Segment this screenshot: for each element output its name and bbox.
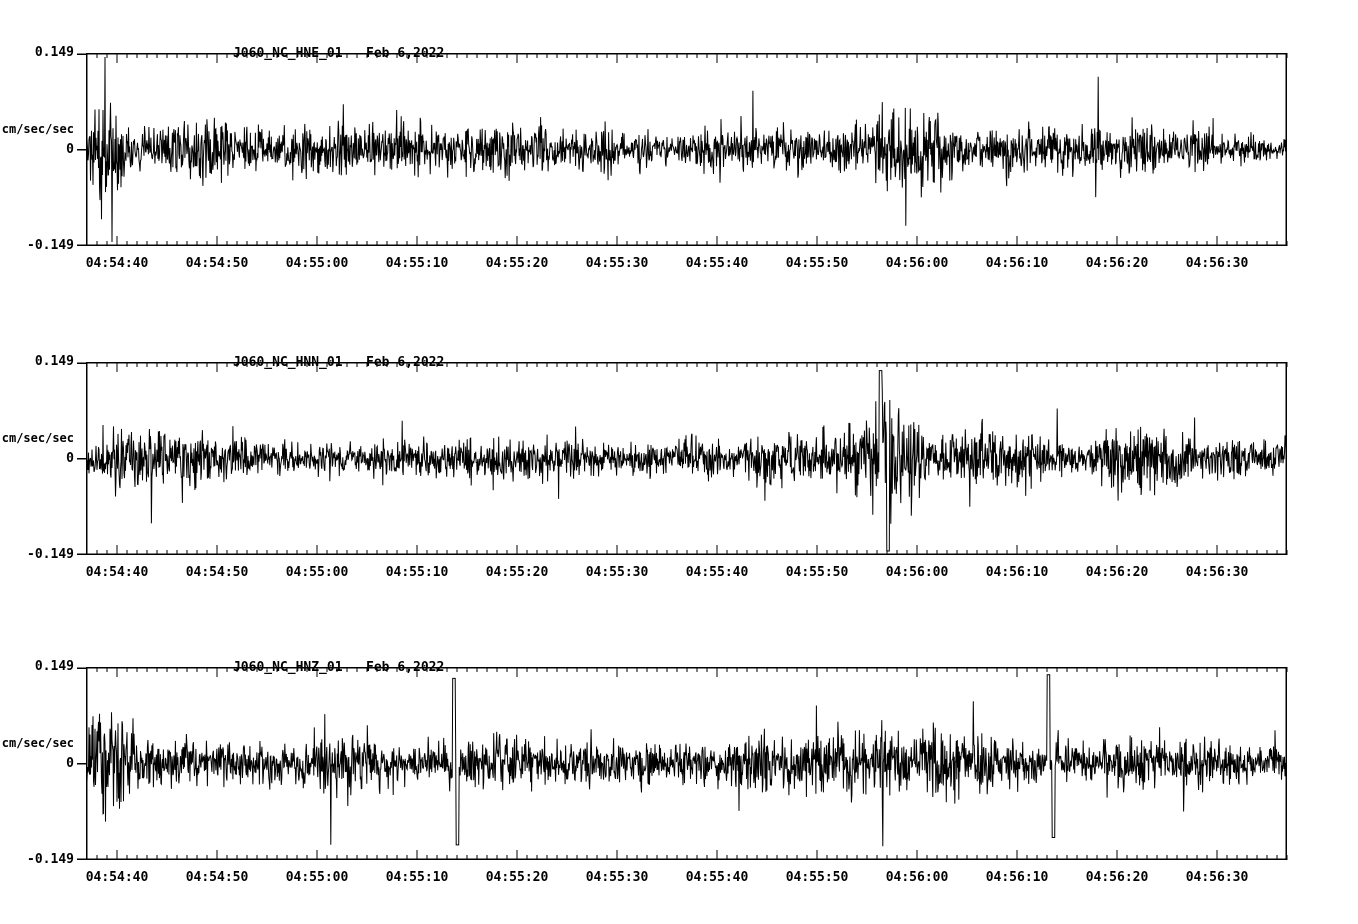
- x-axis-tick-label: 04:56:10: [985, 565, 1049, 580]
- x-axis-tick-label: 04:55:10: [385, 870, 449, 885]
- y-axis-zero-label-hne: 0: [66, 141, 74, 157]
- waveform-plot-hnz: [77, 667, 1288, 861]
- y-axis-zero-label-hnz: 0: [66, 755, 74, 771]
- y-axis-min-label-hne: -0.149: [27, 238, 74, 253]
- x-axis-tick-label: 04:56:20: [1085, 256, 1149, 271]
- x-axis-tick-label: 04:55:10: [385, 256, 449, 271]
- x-axis-tick-label: 04:56:30: [1185, 565, 1249, 580]
- x-axis-tick-label: 04:55:30: [585, 870, 649, 885]
- x-axis-tick-label: 04:56:30: [1185, 870, 1249, 885]
- x-axis-tick-label: 04:56:20: [1085, 870, 1149, 885]
- waveform-trace: [86, 370, 1287, 552]
- x-axis-tick-label: 04:55:20: [485, 870, 549, 885]
- waveform-plot-hne: [77, 53, 1288, 247]
- x-axis-tick-label: 04:54:40: [85, 565, 149, 580]
- x-axis-tick-label: 04:55:30: [585, 565, 649, 580]
- x-axis-tick-label: 04:55:10: [385, 565, 449, 580]
- waveform-plot-hnn: [77, 362, 1288, 556]
- x-axis-tick-label: 04:56:20: [1085, 565, 1149, 580]
- x-axis-tick-label: 04:56:10: [985, 870, 1049, 885]
- x-axis-tick-label: 04:56:00: [885, 256, 949, 271]
- y-axis-max-label-hnn: 0.149: [34, 354, 74, 369]
- x-axis-tick-label: 04:54:50: [185, 256, 249, 271]
- y-axis-unit-label-hnn: cm/sec/sec: [1, 430, 74, 445]
- x-axis-tick-label: 04:55:40: [685, 565, 749, 580]
- x-axis-tick-label: 04:55:40: [685, 256, 749, 271]
- y-axis-min-label-hnn: -0.149: [27, 547, 74, 562]
- x-axis-tick-label: 04:56:10: [985, 256, 1049, 271]
- x-axis-tick-label: 04:54:40: [85, 256, 149, 271]
- x-axis-tick-label: 04:56:00: [885, 565, 949, 580]
- x-axis-tick-label: 04:55:50: [785, 870, 849, 885]
- x-axis-tick-label: 04:55:30: [585, 256, 649, 271]
- x-axis-tick-label: 04:54:50: [185, 870, 249, 885]
- x-axis-tick-label: 04:55:50: [785, 565, 849, 580]
- y-axis-min-label-hnz: -0.149: [27, 852, 74, 867]
- x-axis-tick-label: 04:54:50: [185, 565, 249, 580]
- y-axis-max-label-hnz: 0.149: [34, 659, 74, 674]
- waveform-trace: [86, 56, 1287, 243]
- y-axis-unit-label-hne: cm/sec/sec: [1, 121, 74, 136]
- x-axis-tick-label: 04:55:00: [285, 870, 349, 885]
- y-axis-unit-label-hnz: cm/sec/sec: [1, 735, 74, 750]
- x-axis-tick-label: 04:54:40: [85, 870, 149, 885]
- x-axis-tick-label: 04:55:00: [285, 565, 349, 580]
- x-axis-tick-label: 04:56:00: [885, 870, 949, 885]
- x-axis-tick-label: 04:55:20: [485, 256, 549, 271]
- x-axis-tick-label: 04:55:40: [685, 870, 749, 885]
- x-axis-tick-label: 04:55:20: [485, 565, 549, 580]
- y-axis-zero-label-hnn: 0: [66, 450, 74, 466]
- y-axis-max-label-hne: 0.149: [34, 45, 74, 60]
- x-axis-tick-label: 04:55:50: [785, 256, 849, 271]
- x-axis-tick-label: 04:55:00: [285, 256, 349, 271]
- waveform-trace: [86, 674, 1287, 847]
- x-axis-tick-label: 04:56:30: [1185, 256, 1249, 271]
